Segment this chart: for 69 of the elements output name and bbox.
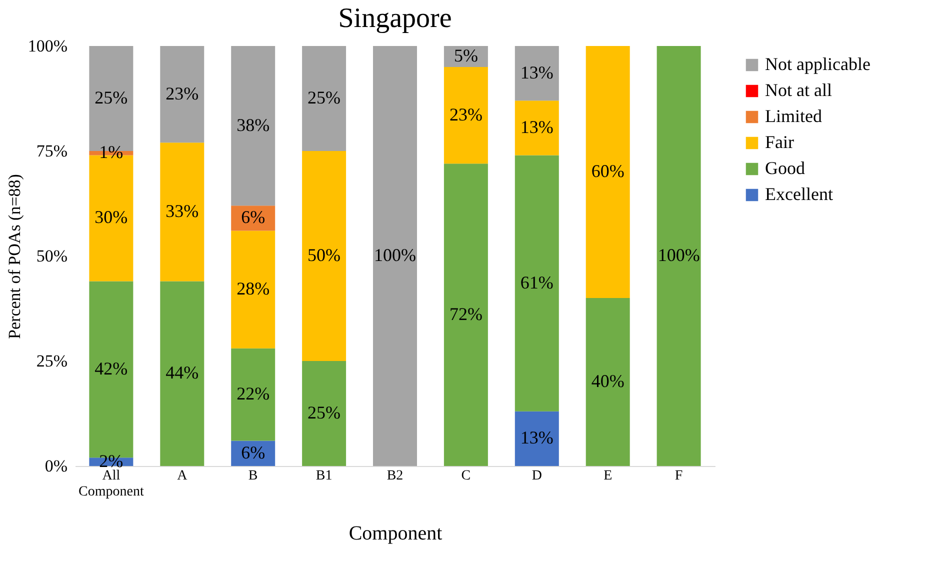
data-label: 25%	[94, 88, 128, 108]
bar	[160, 281, 204, 466]
bar	[514, 46, 559, 101]
bar	[231, 348, 276, 441]
bar	[231, 46, 276, 206]
y-tick-label: 75%	[36, 142, 68, 160]
y-tick-label: 25%	[36, 352, 68, 370]
data-label: 30%	[94, 207, 128, 228]
bar	[444, 67, 488, 164]
data-label: 23%	[166, 83, 199, 104]
data-label: 44%	[166, 362, 199, 383]
data-label: 61%	[520, 272, 554, 292]
bar	[586, 46, 630, 298]
bar	[514, 155, 559, 412]
data-label: 38%	[236, 114, 270, 135]
legend-label: Excellent	[765, 184, 833, 204]
data-label: 23%	[449, 104, 482, 124]
bar	[302, 361, 346, 466]
legend-label: Not applicable	[765, 54, 870, 74]
data-label: 100%	[374, 245, 416, 265]
data-label: 13%	[520, 428, 554, 448]
bar	[160, 46, 204, 143]
bar	[302, 151, 346, 361]
data-label: 42%	[94, 358, 128, 378]
x-tick-label: B2	[386, 468, 404, 484]
legend-label: Fair	[765, 132, 794, 152]
x-tick-label: C	[461, 468, 471, 484]
data-label: 5%	[454, 46, 478, 66]
bar	[373, 46, 417, 466]
data-label: 100%	[658, 245, 700, 265]
data-label: 22%	[236, 384, 270, 404]
bar	[514, 100, 559, 156]
x-tick-label: All Component	[78, 468, 144, 500]
data-label: 25%	[308, 402, 341, 422]
data-label: 13%	[520, 116, 554, 137]
x-tick-label: E	[604, 468, 612, 484]
data-label: 40%	[591, 371, 624, 391]
x-tick-label: B	[248, 468, 258, 484]
y-axis-title: Percent of POAs (n=88)	[4, 174, 24, 339]
bar	[444, 164, 488, 466]
x-tick-label: D	[532, 468, 542, 484]
data-label: 6%	[241, 207, 266, 228]
bar	[656, 46, 701, 466]
data-label: 1%	[99, 142, 124, 162]
bar	[160, 142, 204, 282]
x-tick-label: A	[177, 468, 188, 484]
data-label: 25%	[308, 88, 341, 108]
bar	[231, 230, 276, 348]
y-tick-label: 0%	[44, 456, 68, 476]
chart-title: Singapore	[338, 3, 452, 34]
bar	[586, 298, 630, 466]
bar	[302, 46, 346, 151]
data-label: 33%	[166, 200, 199, 221]
y-tick-label: 100%	[28, 36, 68, 56]
data-label: 50%	[308, 245, 341, 265]
data-label: 13%	[520, 62, 554, 82]
y-tick-label: 50%	[36, 246, 68, 266]
x-tick-label: F	[674, 468, 683, 484]
x-axis-title: Component	[348, 522, 443, 544]
legend-label: Limited	[765, 106, 822, 126]
bar	[231, 206, 276, 231]
data-label: 28%	[236, 278, 270, 299]
legend-label: Not at all	[765, 80, 832, 100]
data-label: 72%	[449, 304, 482, 324]
data-label: 60%	[591, 161, 624, 181]
legend-label: Good	[765, 158, 805, 178]
bar	[514, 411, 559, 466]
x-tick-label: B1	[316, 468, 332, 484]
data-label: 6%	[241, 442, 266, 462]
